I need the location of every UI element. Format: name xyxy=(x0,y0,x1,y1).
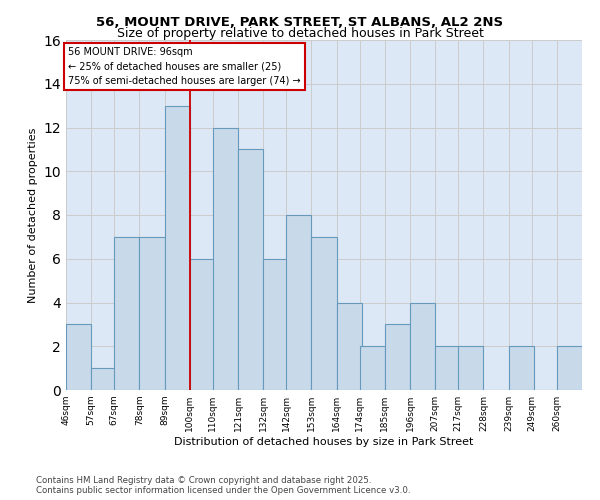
Bar xyxy=(337,302,362,390)
Bar xyxy=(164,106,190,390)
Bar xyxy=(66,324,91,390)
Bar xyxy=(213,128,238,390)
X-axis label: Distribution of detached houses by size in Park Street: Distribution of detached houses by size … xyxy=(175,437,473,447)
Bar xyxy=(238,150,263,390)
Text: Contains HM Land Registry data © Crown copyright and database right 2025.
Contai: Contains HM Land Registry data © Crown c… xyxy=(36,476,410,495)
Y-axis label: Number of detached properties: Number of detached properties xyxy=(28,128,38,302)
Text: 56 MOUNT DRIVE: 96sqm
← 25% of detached houses are smaller (25)
75% of semi-deta: 56 MOUNT DRIVE: 96sqm ← 25% of detached … xyxy=(68,46,301,86)
Bar xyxy=(385,324,410,390)
Bar xyxy=(139,237,164,390)
Bar xyxy=(114,237,139,390)
Bar xyxy=(359,346,385,390)
Bar xyxy=(557,346,582,390)
Bar xyxy=(91,368,116,390)
Bar xyxy=(509,346,534,390)
Bar xyxy=(410,302,435,390)
Bar xyxy=(311,237,337,390)
Bar xyxy=(190,259,215,390)
Text: 56, MOUNT DRIVE, PARK STREET, ST ALBANS, AL2 2NS: 56, MOUNT DRIVE, PARK STREET, ST ALBANS,… xyxy=(97,16,503,29)
Bar xyxy=(435,346,460,390)
Text: Size of property relative to detached houses in Park Street: Size of property relative to detached ho… xyxy=(116,28,484,40)
Bar xyxy=(286,215,311,390)
Bar xyxy=(263,259,289,390)
Bar xyxy=(458,346,484,390)
